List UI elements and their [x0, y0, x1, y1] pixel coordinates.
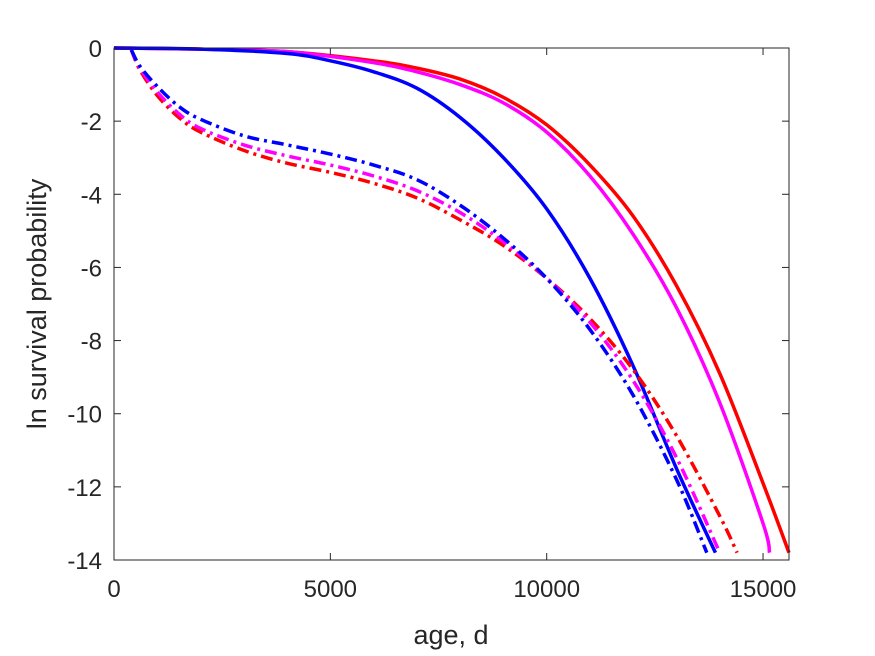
series-line-4-dashdot — [129, 49, 739, 554]
series-line-5-dashdot — [129, 49, 722, 554]
series-line-2-solid — [113, 46, 772, 554]
x-axis-label: age, d — [413, 620, 488, 650]
x-tick-label: 5000 — [304, 576, 357, 603]
y-tick-label: -2 — [81, 109, 102, 136]
y-tick-label: -4 — [81, 182, 102, 209]
y-tick-label: -10 — [67, 402, 102, 429]
y-tick-label: -14 — [67, 548, 102, 575]
y-tick-label: -6 — [81, 255, 102, 282]
series-line-6-dashdot — [129, 49, 709, 554]
y-tick-label: -12 — [67, 475, 102, 502]
y-axis-label: ln survival probability — [22, 178, 52, 429]
tick-layer: 0 5000 10000 15000 0 -2 -4 -6 -8 -10 -12 -14 — [67, 36, 796, 603]
series-layer — [113, 46, 791, 554]
y-tick-label: 0 — [89, 36, 102, 63]
y-tick-label: -8 — [81, 329, 102, 356]
x-tick-label: 10000 — [513, 576, 580, 603]
x-tick-label: 15000 — [730, 576, 797, 603]
plot-frame — [113, 47, 790, 561]
x-tick-label: 0 — [107, 576, 120, 603]
